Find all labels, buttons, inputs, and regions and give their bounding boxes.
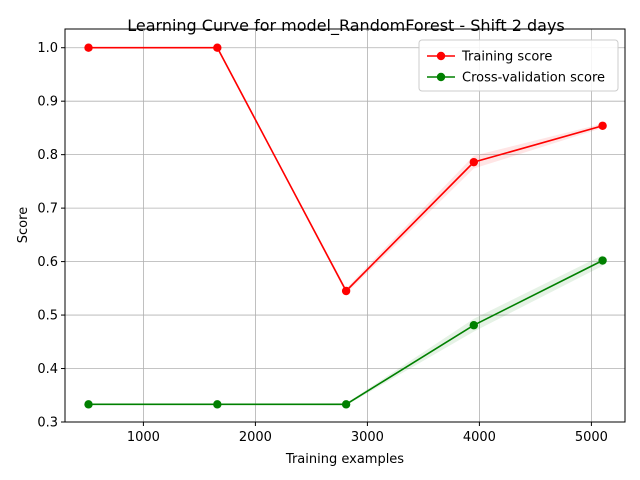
training-score-point	[341, 286, 351, 296]
plot-frame	[64, 28, 626, 423]
axis-ticks: 1000 2000 3000 4000 5000 0.3 0.4 0.5 0.6 0.7 0.8 0.…	[37, 41, 608, 445]
chart-title: Learning Curve for model_RandomForest - …	[127, 16, 565, 36]
legend: Training score Cross-validation score	[418, 39, 619, 92]
cross-validation-score-point	[84, 400, 93, 409]
training-score-point	[213, 43, 222, 52]
legend-box	[418, 39, 619, 92]
x-axis-label: Training examples	[285, 452, 404, 467]
cross-validation-score-point	[598, 256, 607, 265]
y-tick-label: 0.8	[37, 148, 58, 163]
y-tick-label: 0.7	[37, 202, 58, 217]
y-tick-label: 0.6	[37, 255, 58, 270]
legend-training-marker	[436, 51, 446, 61]
y-tick-label: 0.3	[37, 416, 58, 431]
series-points	[84, 43, 607, 409]
legend-cross-validation-marker	[436, 72, 446, 82]
x-tick-label: 5000	[575, 430, 608, 445]
y-tick-label: 0.5	[37, 309, 58, 324]
legend-cross-validation-label: Cross-validation score	[462, 71, 605, 86]
cross-validation-score-point	[341, 400, 351, 409]
x-tick-label: 3000	[351, 430, 384, 445]
x-tick-label: 4000	[463, 430, 496, 445]
y-tick-label: 0.4	[37, 362, 58, 377]
x-tick-label: 1000	[127, 430, 160, 445]
training-score-point	[598, 121, 607, 130]
training-score-point	[84, 43, 93, 52]
legend-training-label: Training score	[461, 50, 552, 65]
x-tick-label: 2000	[239, 430, 272, 445]
y-axis-label: Score	[16, 207, 31, 243]
cross-validation-score-point	[469, 321, 478, 330]
cross-validation-score-point	[213, 400, 222, 409]
y-tick-label: 0.9	[37, 95, 58, 110]
y-tick-label: 1.0	[37, 41, 58, 56]
training-score-point	[469, 157, 478, 167]
cross-validation-score-band	[88, 255, 603, 406]
cross-validation-score-line	[88, 259, 603, 406]
